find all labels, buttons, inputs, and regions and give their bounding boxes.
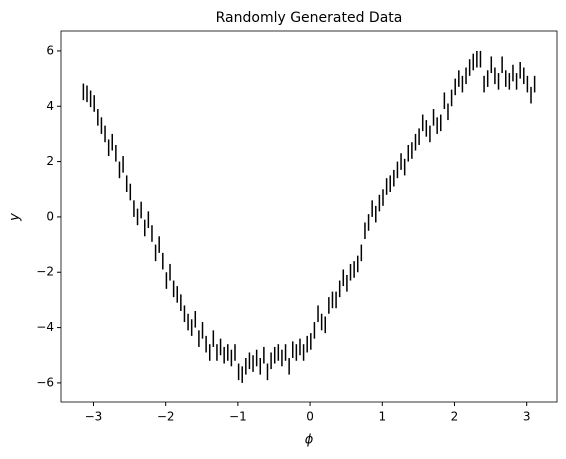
x-tick-label: −3 <box>85 410 103 424</box>
y-tick-label: −6 <box>36 375 54 389</box>
y-tick-label: 6 <box>46 43 54 57</box>
x-tick-label: 2 <box>451 410 459 424</box>
x-axis-label: ϕ <box>305 433 314 448</box>
x-tick-label: −1 <box>229 410 247 424</box>
y-tick-label: 2 <box>46 154 54 168</box>
x-tick-label: 3 <box>523 410 531 424</box>
y-tick-label: 4 <box>46 99 54 113</box>
x-tick-label: 0 <box>306 410 314 424</box>
x-tick-label: −2 <box>157 410 175 424</box>
x-tick-label: 1 <box>378 410 386 424</box>
y-axis-label: y <box>8 213 23 222</box>
chart-title: Randomly Generated Data <box>216 10 403 26</box>
y-tick-label: 0 <box>46 209 54 223</box>
y-tick-label: −4 <box>36 320 54 334</box>
y-tick-label: −2 <box>36 265 54 279</box>
plot-frame <box>60 30 558 403</box>
